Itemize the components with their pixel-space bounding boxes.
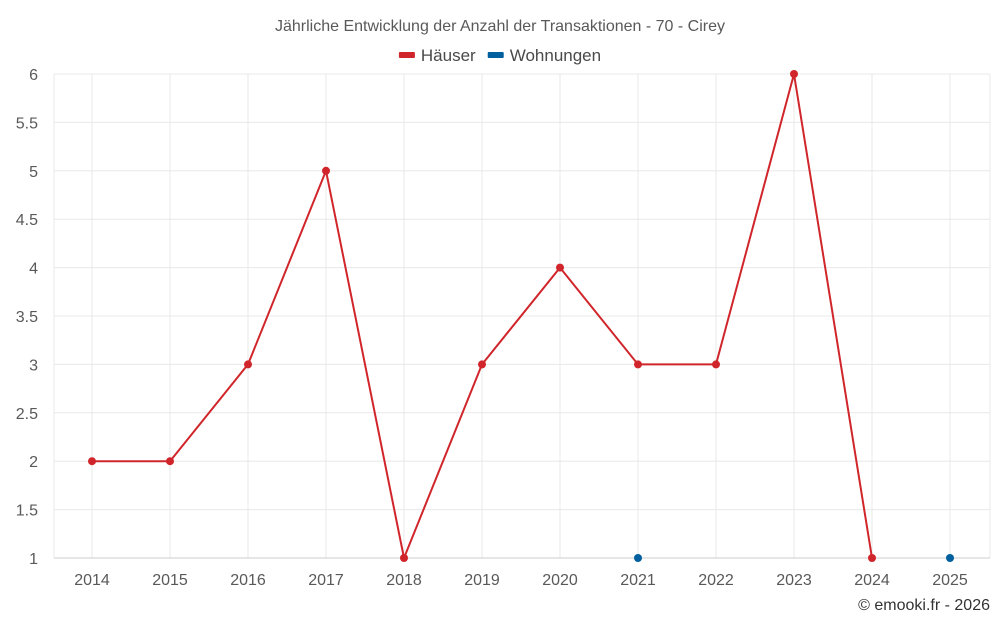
data-point[interactable]	[790, 70, 798, 78]
legend: Häuser Wohnungen	[398, 46, 601, 65]
y-tick-label: 5.5	[16, 115, 38, 132]
data-point[interactable]	[166, 457, 174, 466]
legend-swatch	[487, 52, 504, 58]
x-tick-label: 2016	[230, 572, 266, 589]
x-tick-label: 2025	[932, 572, 968, 589]
data-point[interactable]	[634, 360, 642, 369]
y-tick-label: 4.5	[16, 212, 38, 229]
legend-swatch	[398, 52, 415, 58]
legend-label: Häuser	[421, 46, 476, 65]
x-tick-label: 2018	[386, 572, 422, 589]
x-tick-label: 2023	[776, 572, 812, 589]
x-tick-label: 2021	[620, 572, 656, 589]
data-point[interactable]	[322, 166, 330, 175]
x-tick-label: 2020	[542, 572, 578, 589]
data-point[interactable]	[88, 457, 96, 466]
credit-text: © emooki.fr - 2026	[858, 597, 990, 614]
x-tick-label: 2019	[464, 572, 500, 589]
x-tick-label: 2014	[74, 572, 110, 589]
y-tick-label: 3.5	[16, 309, 38, 326]
grid-lines-y	[54, 73, 990, 511]
y-tick-label: 1	[29, 551, 38, 568]
y-tick-label: 5	[29, 164, 38, 181]
grid-lines-x	[53, 74, 991, 558]
data-point[interactable]	[244, 360, 252, 369]
data-point[interactable]	[478, 360, 486, 369]
y-tick-labels: 1 1.5 2 2.5 3 3.5 4 4.5 5 5.5 6	[16, 67, 38, 568]
series-layer	[88, 70, 954, 562]
legend-item-1[interactable]: Wohnungen	[487, 46, 601, 65]
x-tick-label: 2024	[854, 572, 890, 589]
legend-label: Wohnungen	[510, 46, 601, 65]
y-tick-label: 1.5	[16, 503, 38, 520]
y-tick-label: 3	[29, 357, 38, 374]
data-point[interactable]	[946, 554, 954, 562]
y-tick-label: 2	[29, 454, 38, 471]
x-tick-label: 2017	[308, 572, 344, 589]
x-tick-label: 2022	[698, 572, 734, 589]
y-tick-label: 6	[29, 67, 38, 84]
data-point[interactable]	[400, 554, 408, 562]
y-tick-label: 2.5	[16, 406, 38, 423]
x-tick-labels: 2014 2015 2016 2017 2018 2019 2020 2021 2022 2023…	[74, 572, 968, 589]
legend-item-0[interactable]: Häuser	[398, 46, 476, 65]
data-point[interactable]	[634, 554, 642, 562]
data-point[interactable]	[868, 554, 876, 562]
data-point[interactable]	[712, 360, 720, 369]
data-point[interactable]	[556, 263, 564, 272]
x-tick-label: 2015	[152, 572, 188, 589]
chart-title: Jährliche Entwicklung der Anzahl der Tra…	[275, 18, 725, 35]
y-tick-label: 4	[29, 261, 38, 278]
